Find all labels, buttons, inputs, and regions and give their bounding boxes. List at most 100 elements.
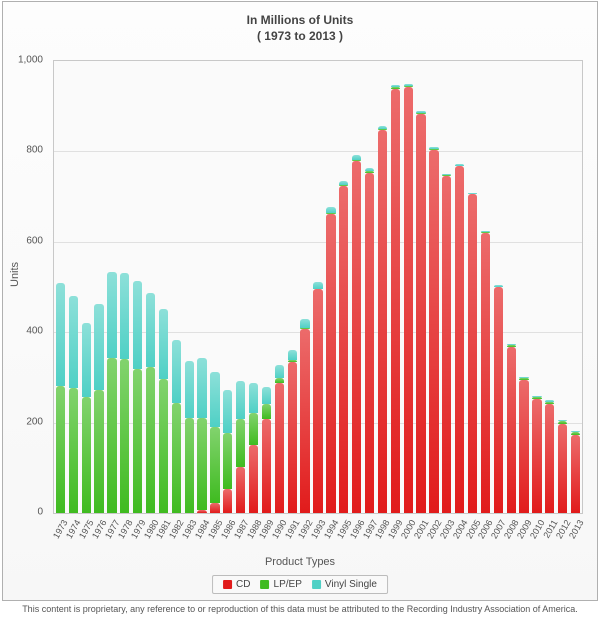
legend-label-cd: CD <box>236 579 250 590</box>
bar-segment-lp <box>378 129 387 130</box>
bar-segment-lp <box>197 418 206 511</box>
y-tick-label: 400 <box>3 326 43 337</box>
bar-segment-vinyl <box>56 283 65 386</box>
y-tick-label: 600 <box>3 235 43 246</box>
bar-segment-lp <box>571 432 580 435</box>
bar-segment-vinyl <box>107 272 116 358</box>
y-tick-label: 1,000 <box>3 55 43 66</box>
bar-segment-lp <box>249 413 258 446</box>
bar-segment-lp <box>159 379 168 513</box>
bar-segment-lp <box>275 378 284 383</box>
bar-segment-vinyl <box>532 396 541 397</box>
bar-segment-lp <box>146 367 155 513</box>
bar-segment-cd <box>365 173 374 513</box>
bar-segment-vinyl <box>339 181 348 186</box>
bar-segment-lp <box>300 328 309 329</box>
y-axis-label: Units <box>9 262 21 287</box>
chart-frame: In Millions of Units ( 1973 to 2013 ) Un… <box>2 1 598 601</box>
bar-segment-cd <box>571 435 580 513</box>
bar-segment-lp <box>365 171 374 172</box>
bar-segment-vinyl <box>571 431 580 432</box>
bar-segment-lp <box>107 358 116 513</box>
bars-container <box>54 61 582 513</box>
bar-segment-cd <box>507 347 516 513</box>
legend-label-lp: LP/EP <box>274 579 302 590</box>
legend-label-vinyl: Vinyl Single <box>325 579 377 590</box>
bar-segment-lp <box>56 386 65 513</box>
bar-segment-cd <box>404 87 413 513</box>
bar-segment-vinyl <box>197 358 206 418</box>
bar-segment-cd <box>545 404 554 513</box>
bar-segment-cd <box>339 186 348 513</box>
bar-segment-lp <box>532 397 541 399</box>
bar-segment-vinyl <box>404 84 413 86</box>
bar-segment-lp <box>262 404 271 420</box>
y-tick-label: 0 <box>3 507 43 518</box>
bar-segment-cd <box>352 161 361 513</box>
bar-segment-vinyl <box>120 273 129 359</box>
x-axis-label: Product Types <box>3 556 597 568</box>
bar-segment-lp <box>545 402 554 404</box>
legend-swatch-vinyl <box>312 580 321 589</box>
bar-segment-cd <box>468 194 477 513</box>
bar-segment-vinyl <box>249 383 258 413</box>
bar-segment-lp <box>352 160 361 161</box>
bar-segment-vinyl <box>429 147 438 149</box>
bar-segment-cd <box>275 383 284 513</box>
bar-segment-cd <box>210 503 219 513</box>
chart-title-line2: ( 1973 to 2013 ) <box>257 29 343 43</box>
legend: CD LP/EP Vinyl Single <box>212 575 388 594</box>
bar-segment-vinyl <box>352 155 361 160</box>
bar-segment-cd <box>429 150 438 513</box>
bar-segment-cd <box>519 380 528 513</box>
bar-segment-cd <box>300 329 309 513</box>
bar-segment-cd <box>262 419 271 513</box>
bar-segment-vinyl <box>455 164 464 166</box>
bar-segment-lp <box>94 390 103 513</box>
y-tick-label: 800 <box>3 145 43 156</box>
bar-segment-lp <box>172 403 181 513</box>
bar-segment-vinyl <box>185 361 194 418</box>
chart-title: In Millions of Units ( 1973 to 2013 ) <box>3 2 597 44</box>
bar-segment-vinyl <box>391 85 400 87</box>
bar-segment-lp <box>120 359 129 513</box>
bar-segment-cd <box>481 233 490 513</box>
bar-segment-cd <box>236 467 245 513</box>
bar-segment-vinyl <box>94 304 103 390</box>
bar-segment-vinyl <box>172 340 181 402</box>
bar-segment-lp <box>326 213 335 214</box>
bar-segment-vinyl <box>494 285 503 286</box>
bar-segment-vinyl <box>365 168 374 172</box>
bar-segment-cd <box>326 214 335 513</box>
bar-segment-lp <box>236 419 245 467</box>
bar-segment-lp <box>429 149 438 150</box>
bar-segment-lp <box>391 87 400 88</box>
bar-segment-vinyl <box>133 281 142 370</box>
bar-segment-vinyl <box>159 309 168 379</box>
bar-segment-cd <box>197 510 206 513</box>
bar-segment-vinyl <box>313 282 322 289</box>
bar-segment-cd <box>249 445 258 513</box>
bar-segment-vinyl <box>69 296 78 388</box>
bar-segment-vinyl <box>146 293 155 367</box>
legend-swatch-cd <box>223 580 232 589</box>
bar-segment-cd <box>288 362 297 513</box>
bar-segment-lp <box>133 369 142 513</box>
bar-segment-cd <box>416 114 425 513</box>
bar-segment-cd <box>558 424 567 513</box>
bar-segment-vinyl <box>82 323 91 397</box>
bar-segment-vinyl <box>275 365 284 378</box>
plot-area <box>53 60 583 514</box>
bar-segment-vinyl <box>262 387 271 404</box>
bar-segment-cd <box>378 130 387 513</box>
bar-segment-lp <box>185 418 194 513</box>
chart-title-line1: In Millions of Units <box>247 13 354 27</box>
bar-segment-vinyl <box>545 400 554 401</box>
bar-segment-lp <box>558 421 567 423</box>
bar-segment-vinyl <box>378 126 387 129</box>
bar-segment-cd <box>391 89 400 513</box>
legend-swatch-lp <box>261 580 270 589</box>
bar-segment-vinyl <box>236 381 245 418</box>
bar-segment-lp <box>210 427 219 502</box>
bar-segment-lp <box>69 388 78 513</box>
